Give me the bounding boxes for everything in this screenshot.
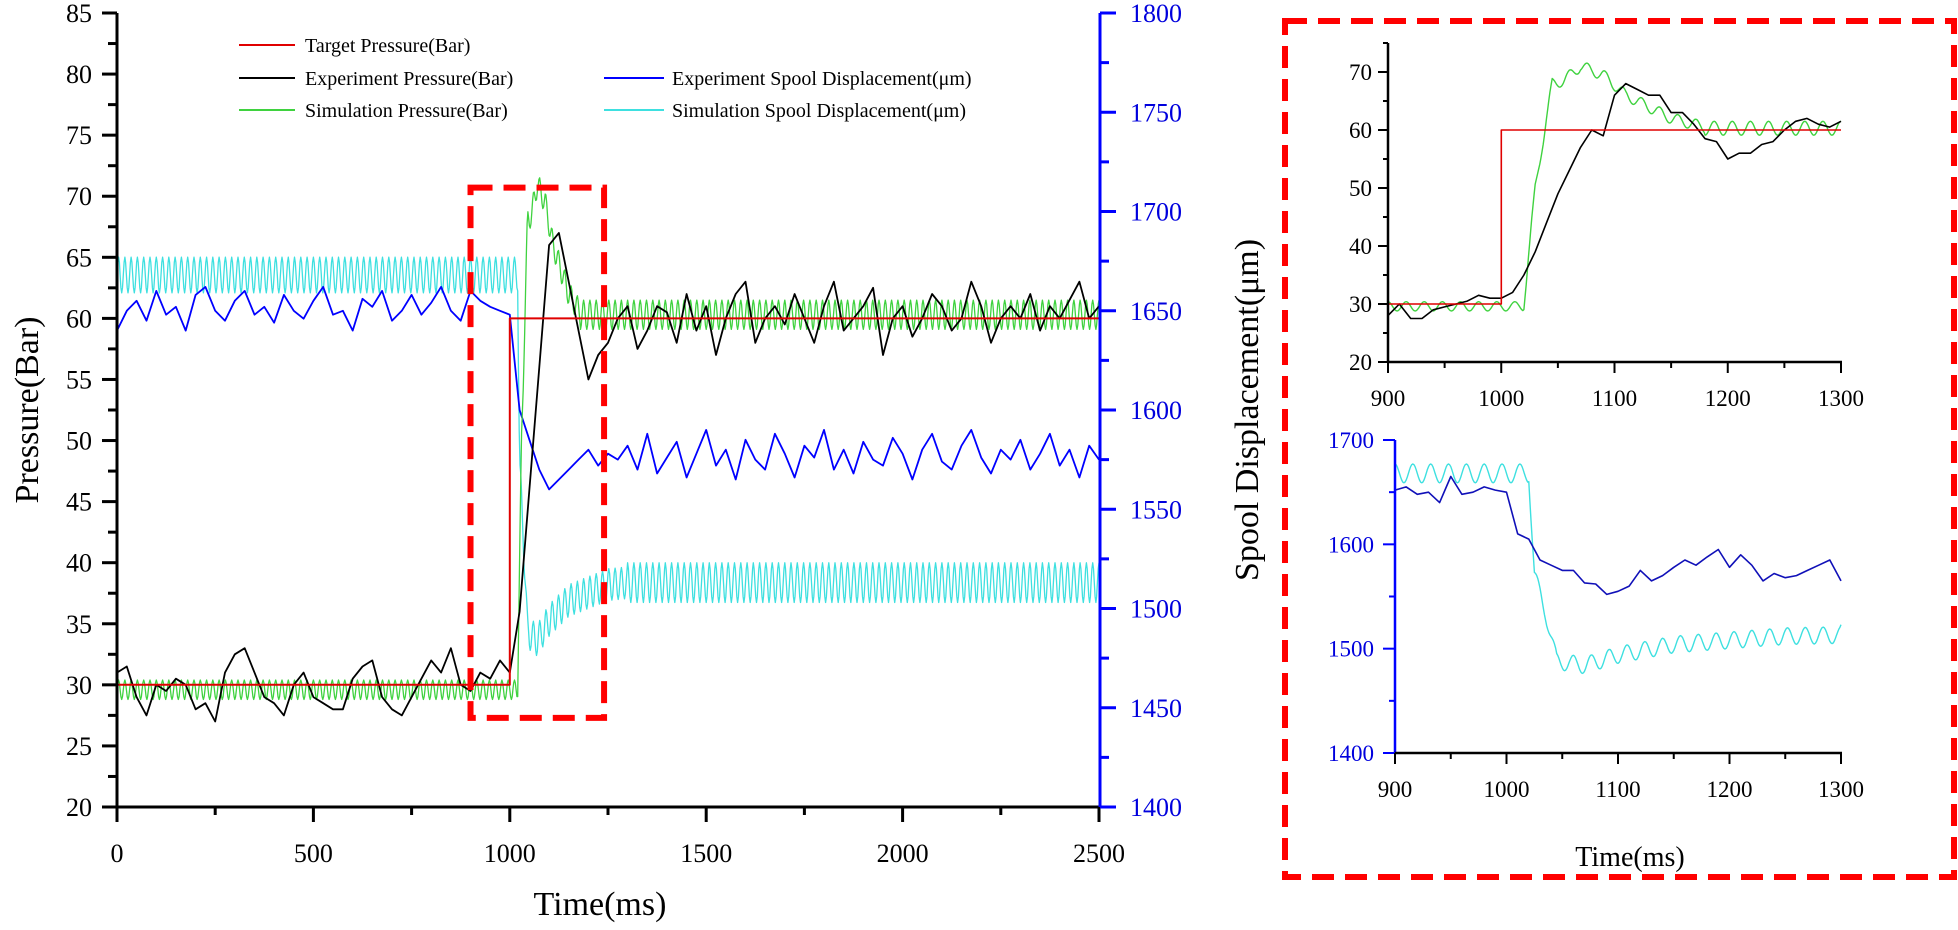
y2-tick-label: 1400 — [1130, 793, 1182, 822]
y2-tick-label: 1800 — [1130, 0, 1182, 28]
y2-tick-label: 1650 — [1130, 297, 1182, 326]
y-tick-label: 50 — [66, 427, 92, 456]
inset-series-target-pressure — [1388, 129, 1841, 305]
inset-spool-y-tick-label: 1400 — [1328, 741, 1374, 766]
inset-series-experiment-spool — [1394, 475, 1842, 596]
y-tick-label: 40 — [66, 549, 92, 578]
legend-label-target: Target Pressure(Bar) — [305, 35, 470, 57]
inset-series-simulation-pressure — [1387, 62, 1842, 312]
inset-series-simulation-spool — [1394, 463, 1842, 675]
inset-spool-x-tick-label: 1000 — [1484, 777, 1530, 802]
inset-x-tick-label: 1300 — [1818, 386, 1864, 411]
inset-spool-x-tick-label: 1100 — [1595, 777, 1640, 802]
x-axis-title: Time(ms) — [534, 886, 667, 923]
y-tick-label: 65 — [66, 243, 92, 272]
y-tick-label: 60 — [66, 304, 92, 333]
inset-frame — [1282, 18, 1957, 880]
inset-series-experiment-pressure — [1387, 82, 1842, 320]
series-target-pressure — [117, 317, 1099, 686]
y2-tick-label: 1550 — [1130, 495, 1182, 524]
inset-y-tick-label: 70 — [1349, 60, 1372, 85]
legend-label-simulation-spool: Simulation Spool Displacement(μm) — [672, 100, 966, 122]
series-simulation-pressure — [116, 177, 1100, 701]
legend: Target Pressure(Bar) Experiment Pressure… — [239, 35, 972, 122]
legend-label-experiment-spool: Experiment Spool Displacement(μm) — [672, 68, 972, 90]
y-tick-label: 25 — [66, 732, 92, 761]
y-axis-title: Pressure(Bar) — [9, 317, 46, 504]
legend-label-experiment-pressure: Experiment Pressure(Bar) — [305, 68, 513, 90]
legend-label-simulation-pressure: Simulation Pressure(Bar) — [305, 100, 508, 122]
y-tick-label: 70 — [66, 182, 92, 211]
y2-tick-label: 1450 — [1130, 694, 1182, 723]
series-experiment-spool — [116, 285, 1100, 491]
x-tick-label: 2500 — [1073, 839, 1125, 868]
y-tick-label: 55 — [66, 365, 92, 394]
series-experiment-pressure — [116, 231, 1100, 723]
y2-tick-label: 1500 — [1130, 595, 1182, 624]
inset-pressure-plot: 20 30 40 50 60 70 900 1000 1100 1200 1300 — [1349, 42, 1864, 411]
y-tick-label: 30 — [66, 671, 92, 700]
y-tick-label: 80 — [66, 60, 92, 89]
inset-y-tick-label: 30 — [1349, 292, 1372, 317]
y2-axis-title: Spool Displacement(μm) — [1229, 239, 1266, 581]
inset-x-tick-label: 1100 — [1592, 386, 1637, 411]
inset-spool-y-tick-label: 1600 — [1328, 532, 1374, 557]
inset-spool-y-tick-label: 1500 — [1328, 637, 1374, 662]
y-tick-label: 35 — [66, 610, 92, 639]
inset-x-tick-label: 1200 — [1705, 386, 1751, 411]
series-simulation-spool — [116, 256, 1100, 657]
y-tick-label: 85 — [66, 0, 92, 28]
y-tick-label: 20 — [66, 793, 92, 822]
inset-y-tick-label: 60 — [1349, 118, 1372, 143]
x-tick-label: 1000 — [484, 839, 536, 868]
inset-x-axis-title: Time(ms) — [1575, 842, 1684, 873]
inset-y-tick-label: 40 — [1349, 234, 1372, 259]
inset-spool-x-tick-label: 900 — [1378, 777, 1413, 802]
inset-spool-y-tick-label: 1700 — [1328, 428, 1374, 453]
y2-tick-label: 1700 — [1130, 198, 1182, 227]
inset-spool-x-tick-label: 1300 — [1818, 777, 1864, 802]
main-plot: 20 25 30 35 40 45 50 55 60 65 70 75 80 85 0 500 1000 1500… — [66, 0, 1182, 868]
x-tick-label: 0 — [111, 839, 124, 868]
inset-spool-x-tick-label: 1200 — [1707, 777, 1753, 802]
y2-tick-label: 1600 — [1130, 396, 1182, 425]
x-tick-label: 1500 — [680, 839, 732, 868]
y-tick-label: 45 — [66, 488, 92, 517]
inset-y-tick-label: 20 — [1349, 350, 1372, 375]
inset-x-tick-label: 900 — [1371, 386, 1406, 411]
y-tick-label: 75 — [66, 121, 92, 150]
inset-y-tick-label: 50 — [1349, 176, 1372, 201]
zoom-highlight-box — [467, 184, 608, 721]
y2-tick-label: 1750 — [1130, 98, 1182, 127]
x-tick-label: 500 — [294, 839, 333, 868]
inset-spool-plot: 1400 1500 1600 1700 900 1000 1100 1200 1300 — [1328, 428, 1864, 802]
x-tick-label: 2000 — [877, 839, 929, 868]
inset-x-tick-label: 1000 — [1478, 386, 1524, 411]
